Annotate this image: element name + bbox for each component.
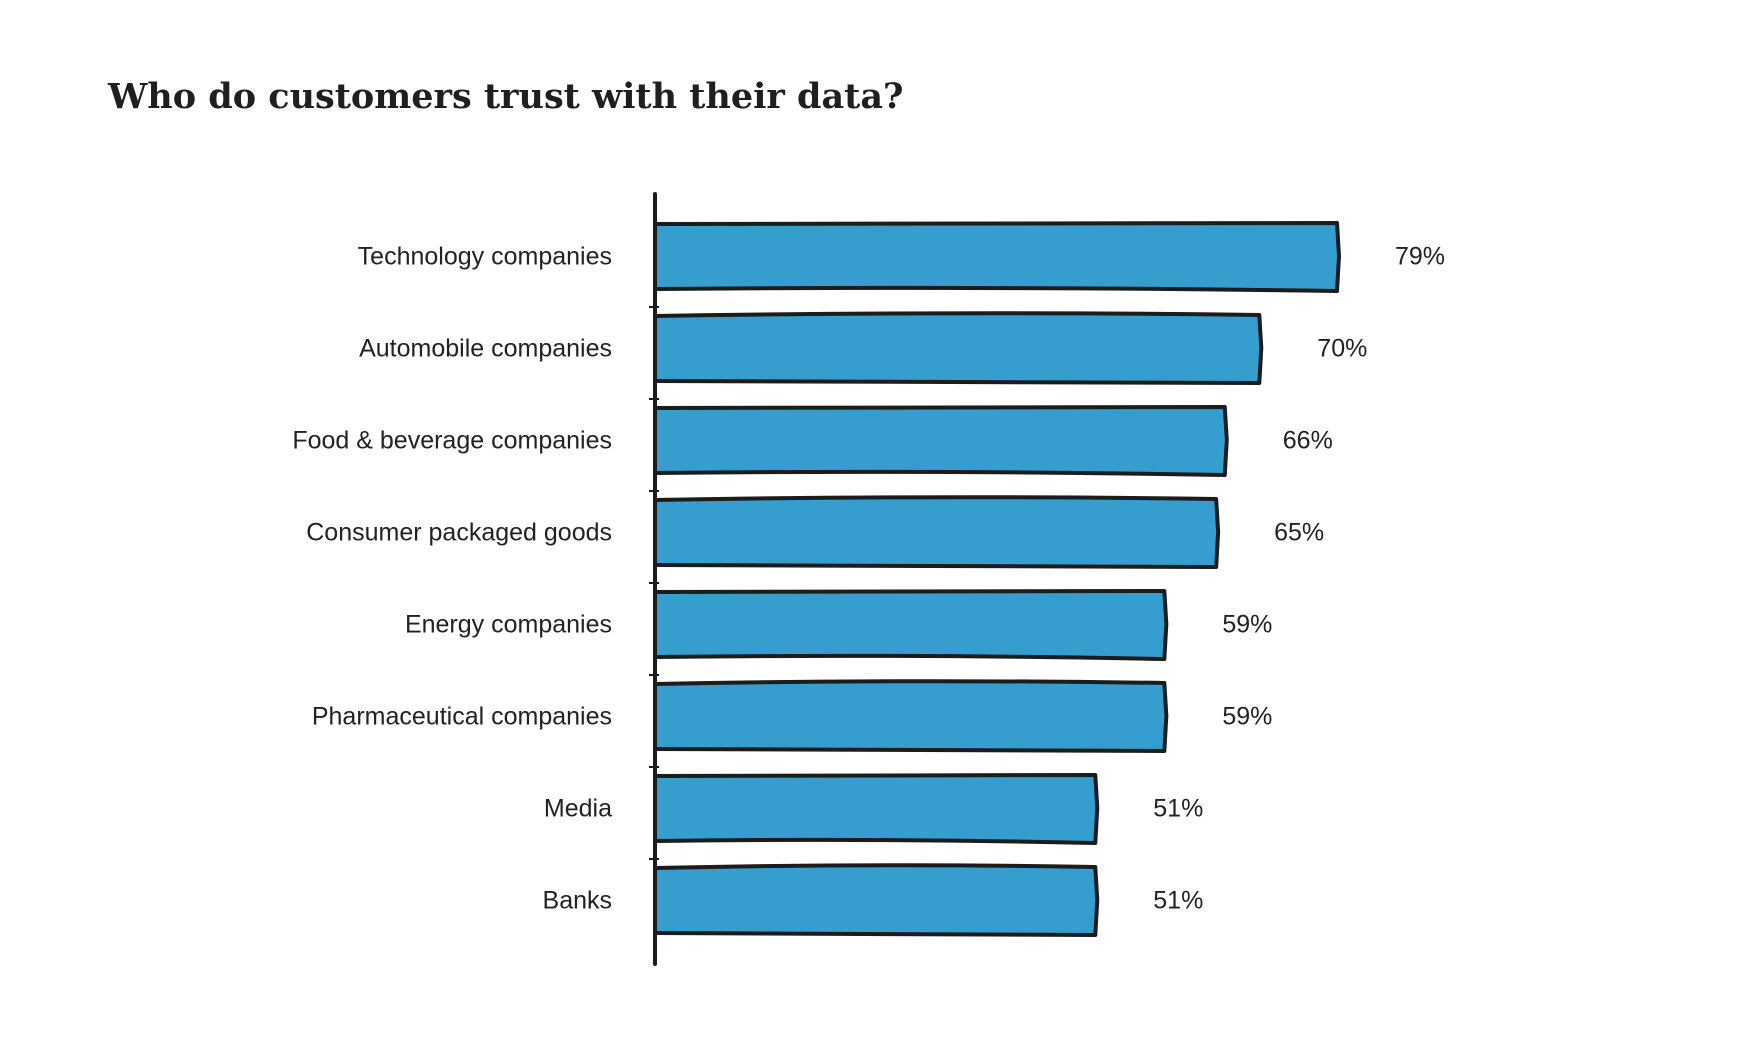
category-label-pharmaceutical-companies: Pharmaceutical companies: [312, 703, 612, 731]
category-labels: Technology companies Automobile companies…: [292, 243, 612, 915]
value-label-banks: 51%: [1153, 887, 1203, 915]
bar-pharmaceutical-companies: [655, 683, 1165, 749]
bar-technology-companies: [655, 223, 1337, 289]
bar-outline-energy-companies: [653, 589, 1169, 661]
value-label-automobile-companies: 70%: [1317, 335, 1367, 363]
category-label-consumer-packaged-goods: Consumer packaged goods: [306, 519, 612, 547]
chart-title: Who do customers trust with their data?: [108, 76, 904, 117]
value-label-media: 51%: [1153, 795, 1203, 823]
bar-outline-consumer-packaged-goods: [653, 495, 1221, 569]
category-label-automobile-companies: Automobile companies: [359, 335, 612, 363]
bar-outline-food-and-beverage-companies: [653, 405, 1229, 477]
bar-media: [655, 775, 1096, 841]
bar-automobile-companies: [655, 315, 1260, 381]
bar-outline-technology-companies: [653, 221, 1341, 293]
value-label-consumer-packaged-goods: 65%: [1274, 519, 1324, 547]
value-label-food-and-beverage-companies: 66%: [1283, 427, 1333, 455]
value-label-technology-companies: 79%: [1395, 243, 1445, 271]
axis-ticks: [649, 306, 659, 860]
bar-banks: [655, 867, 1096, 933]
category-label-food-and-beverage-companies: Food & beverage companies: [292, 427, 612, 455]
bar-consumer-packaged-goods: [655, 499, 1217, 565]
bars-layer: [653, 221, 1341, 937]
bar-energy-companies: [655, 591, 1165, 657]
value-label-pharmaceutical-companies: 59%: [1222, 703, 1272, 731]
category-label-banks: Banks: [543, 887, 612, 915]
category-label-technology-companies: Technology companies: [358, 243, 612, 271]
bar-outline-automobile-companies: [653, 311, 1264, 385]
value-labels: 79% 70% 66% 65% 59% 59% 51% 51%: [1153, 243, 1445, 915]
bar-food-and-beverage-companies: [655, 407, 1225, 473]
category-label-media: Media: [544, 795, 612, 823]
bar-outline-media: [653, 773, 1100, 845]
bar-outline-pharmaceutical-companies: [653, 679, 1169, 753]
value-label-energy-companies: 59%: [1222, 611, 1272, 639]
bar-outline-banks: [653, 863, 1100, 937]
category-label-energy-companies: Energy companies: [405, 611, 612, 639]
